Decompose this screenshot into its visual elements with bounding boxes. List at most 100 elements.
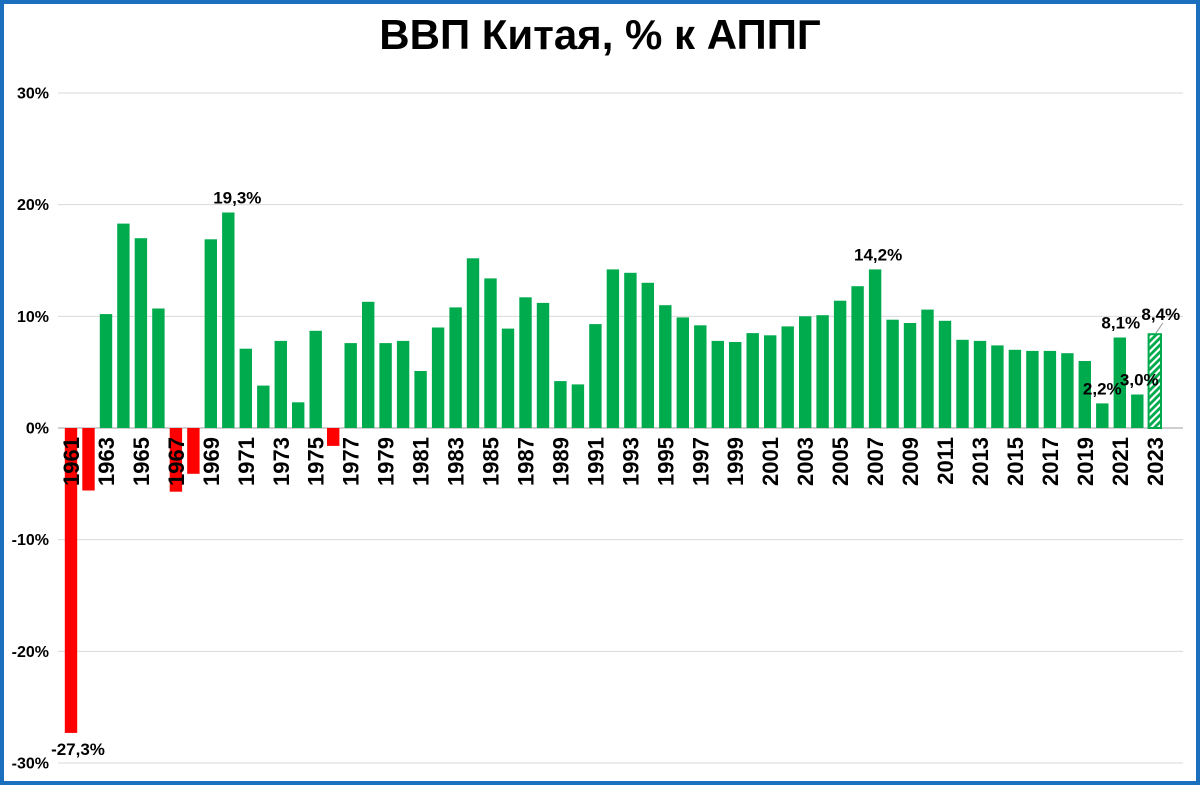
x-axis-label-1985: 1985 — [479, 437, 504, 486]
bar-1982 — [431, 327, 445, 428]
x-axis-label-1967: 1967 — [164, 437, 189, 486]
bar-2004 — [816, 315, 829, 428]
bar-1995 — [659, 305, 672, 428]
data-label-2022: 3,0% — [1120, 371, 1159, 390]
bar-1985 — [484, 278, 497, 428]
bar-1974 — [292, 402, 305, 428]
bar-1969 — [204, 239, 217, 428]
bar-2012 — [956, 339, 969, 428]
bar-2022 — [1131, 394, 1144, 428]
bar-2005 — [833, 300, 847, 428]
bar-2014 — [991, 345, 1004, 428]
bar-2009 — [903, 323, 917, 428]
bar-2013 — [973, 340, 987, 428]
x-axis-label-1965: 1965 — [129, 437, 154, 486]
bar-1986 — [501, 328, 515, 428]
bar-1984 — [466, 258, 480, 428]
bar-1990 — [571, 384, 585, 428]
x-axis-label-1979: 1979 — [374, 437, 399, 486]
bar-1998 — [711, 340, 724, 428]
y-axis-label-10%: 10% — [17, 309, 49, 326]
bar-2020 — [1096, 403, 1109, 428]
bar-2018 — [1061, 353, 1074, 428]
x-axis-label-1973: 1973 — [269, 437, 294, 486]
x-axis-label-2001: 2001 — [758, 437, 783, 486]
bar-2002 — [781, 326, 794, 428]
bar-1972 — [257, 385, 270, 428]
bar-1973 — [274, 340, 287, 428]
x-axis-label-2003: 2003 — [793, 437, 818, 486]
bar-2011 — [938, 320, 952, 428]
bar-2010 — [921, 309, 934, 428]
x-axis-label-2005: 2005 — [828, 437, 853, 486]
bar-1996 — [676, 317, 689, 428]
bar-1977 — [344, 343, 357, 428]
y-axis-label-0%: 0% — [26, 421, 49, 438]
x-axis-label-2021: 2021 — [1108, 437, 1133, 486]
x-axis-label-1971: 1971 — [234, 437, 259, 486]
bar-1987 — [519, 297, 532, 428]
bar-2017 — [1043, 350, 1057, 428]
x-axis-label-1961: 1961 — [59, 437, 84, 486]
gdp-bar-chart: 30% 20% 10% 0% -10% -20% -30% 1961 1963 1965 1967 1… — [12, 85, 1183, 773]
y-axis-label--20%: -20% — [12, 644, 49, 661]
bar-1997 — [694, 325, 707, 428]
x-axis-label-1993: 1993 — [618, 437, 643, 486]
bar-2016 — [1026, 350, 1039, 428]
chart-title: ВВП Китая, % к АППГ — [379, 11, 821, 58]
x-axis-label-1975: 1975 — [304, 437, 329, 486]
bar-1994 — [641, 282, 654, 428]
x-axis-label-2011: 2011 — [933, 437, 958, 485]
x-axis-label-2009: 2009 — [898, 437, 923, 486]
bar-2019 — [1078, 361, 1091, 428]
bar-1961 — [64, 428, 78, 733]
bar-1966 — [152, 308, 165, 428]
x-axis-label-1995: 1995 — [653, 437, 678, 486]
bar-2008 — [886, 319, 899, 428]
bar-1992 — [606, 269, 620, 428]
x-axis-label-1987: 1987 — [514, 437, 539, 486]
x-axis-label-2017: 2017 — [1038, 437, 1063, 486]
x-axis-label-1997: 1997 — [688, 437, 713, 486]
x-axis-label-1969: 1969 — [199, 437, 224, 486]
bar-2001 — [764, 335, 777, 428]
leader-line-2023 — [1155, 322, 1164, 334]
bar-1978 — [362, 301, 375, 428]
bar-2003 — [799, 316, 812, 428]
bar-1993 — [624, 272, 637, 428]
bar-1980 — [396, 340, 410, 428]
bar-1964 — [117, 223, 130, 428]
x-axis-label-1999: 1999 — [723, 437, 748, 486]
bar-1967 — [169, 428, 183, 492]
bar-2023 — [1147, 333, 1162, 430]
bar-1976 — [327, 428, 340, 446]
x-axis-label-1977: 1977 — [339, 437, 364, 486]
bar-2000 — [746, 333, 759, 428]
data-label-2023: 8,4% — [1141, 305, 1180, 324]
x-axis-label-2013: 2013 — [968, 437, 993, 486]
bar-1989 — [554, 381, 567, 428]
data-label-2020: 2,2% — [1083, 379, 1122, 398]
y-axis-label--30%: -30% — [12, 756, 49, 773]
bar-1983 — [449, 307, 462, 428]
x-axis-label-2015: 2015 — [1003, 437, 1028, 486]
x-axis-label-2007: 2007 — [863, 437, 888, 486]
bar-1981 — [414, 371, 427, 428]
bar-1971 — [239, 348, 252, 428]
x-axis-label-2023: 2023 — [1143, 437, 1168, 486]
y-axis-label--10%: -10% — [12, 532, 49, 549]
x-axis-label-1983: 1983 — [444, 437, 469, 486]
data-label-2021: 8,1% — [1101, 314, 1140, 333]
x-axis-label-1991: 1991 — [583, 437, 608, 486]
y-axis-label-20%: 20% — [17, 197, 49, 214]
x-axis-label-1963: 1963 — [94, 437, 119, 486]
bar-1962 — [82, 428, 95, 491]
bar-2007 — [868, 269, 882, 428]
data-label-2007: 14,2% — [854, 245, 902, 264]
bar-1968 — [187, 428, 200, 474]
bar-1979 — [379, 343, 392, 428]
data-label-1961: -27,3% — [51, 740, 105, 759]
bar-2015 — [1008, 349, 1022, 428]
x-axis-label-1981: 1981 — [409, 437, 434, 486]
